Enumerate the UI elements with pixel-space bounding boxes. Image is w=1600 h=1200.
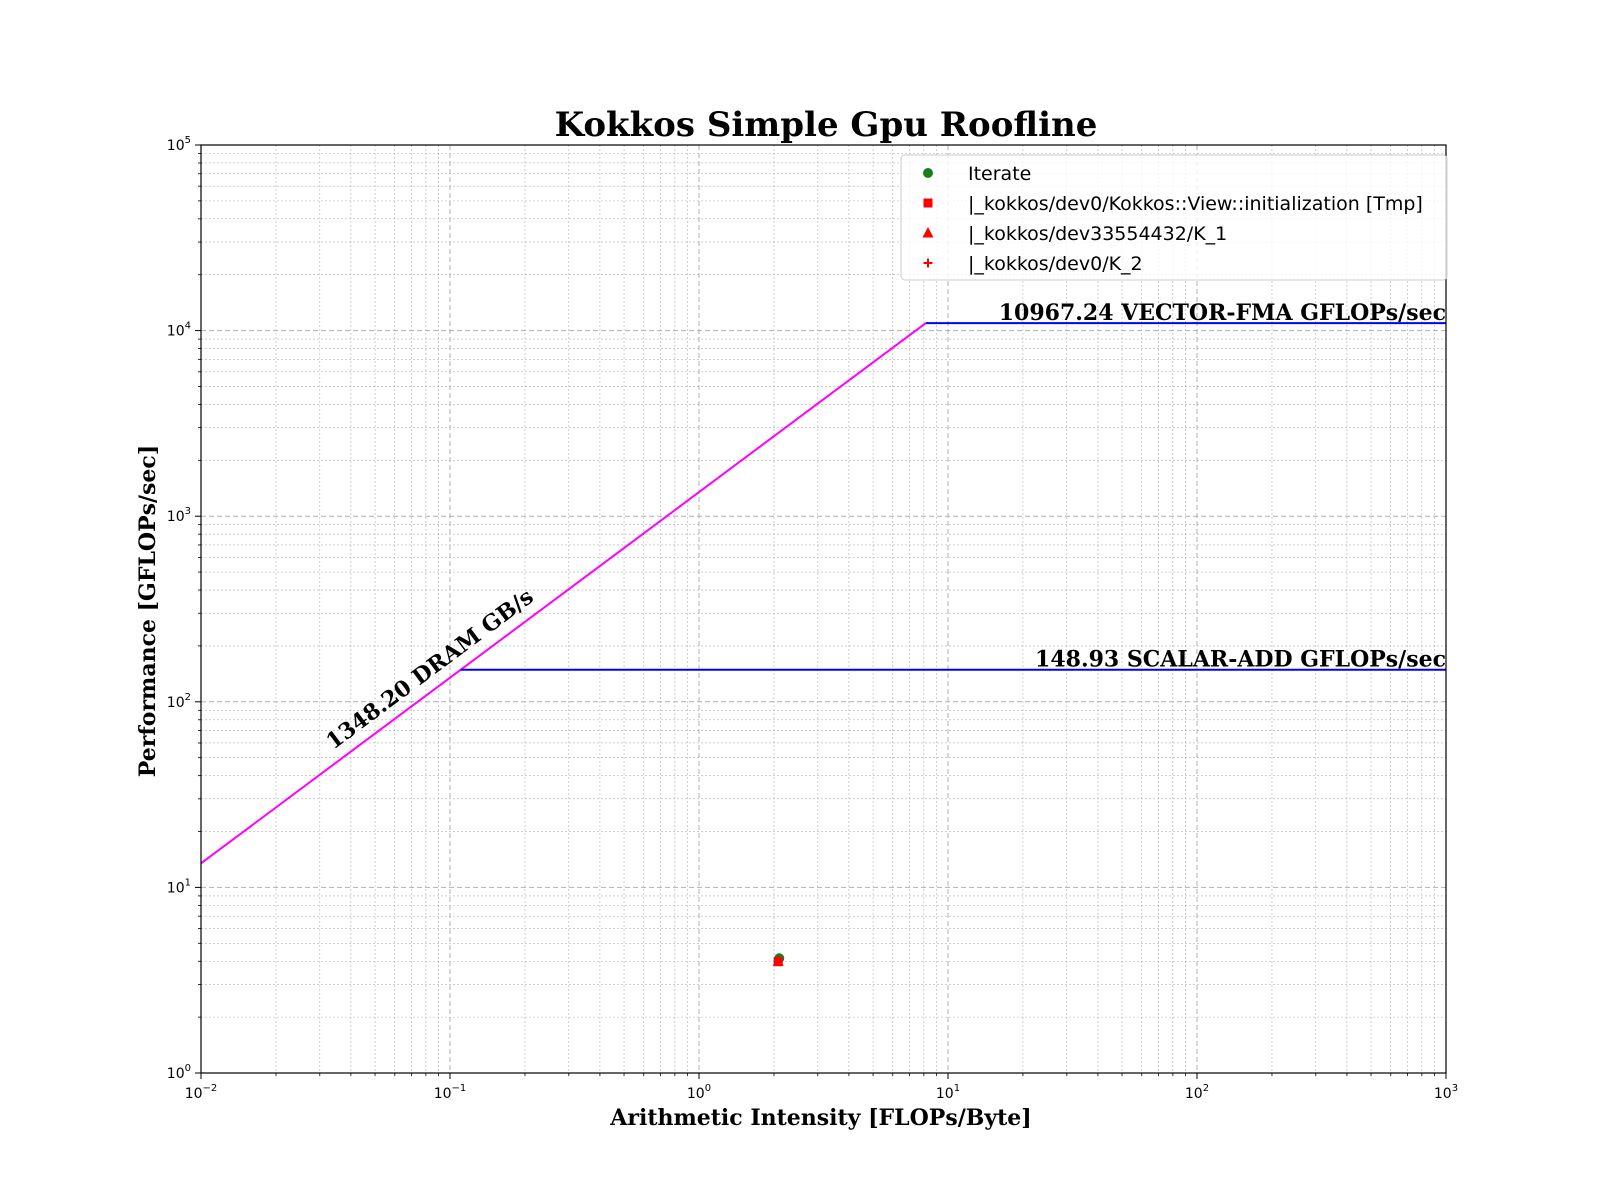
x-tick-exponent: 2	[1203, 1083, 1209, 1094]
y-tick-exponent: 5	[185, 135, 191, 146]
y-tick-exponent: 4	[185, 321, 191, 332]
legend-marker-circle	[923, 168, 933, 178]
data-points	[772, 953, 785, 967]
compute-ceiling-label: 10967.24 VECTOR-FMA GFLOPs/sec	[999, 300, 1446, 326]
legend-entry-label: Iterate	[968, 163, 1031, 185]
y-axis-label: Performance [GFLOPs/sec]	[135, 445, 161, 777]
legend-entry-label: |_kokkos/dev0/K_2	[968, 253, 1143, 275]
x-tick-exponent: 3	[1452, 1083, 1458, 1094]
x-tick-exponent: −2	[203, 1083, 218, 1094]
roofline-ceilings	[200, 322, 1446, 865]
chart-title: Kokkos Simple Gpu Roofline	[555, 105, 1098, 145]
legend-entry-label: |_kokkos/dev33554432/K_1	[968, 223, 1227, 245]
x-tick-exponent: 0	[705, 1083, 711, 1094]
data-point-plus	[773, 956, 783, 966]
y-tick-exponent: 3	[185, 506, 191, 517]
legend-marker-plus	[923, 258, 933, 268]
compute-ceiling-label: 148.93 SCALAR-ADD GFLOPs/sec	[1035, 647, 1446, 673]
legend: Iterate|_kokkos/dev0/Kokkos::View::initi…	[900, 154, 1448, 281]
dram-bandwidth-roof	[200, 322, 927, 865]
y-tick-exponent: 1	[185, 877, 191, 888]
y-tick-exponent: 0	[185, 1063, 191, 1074]
x-tick-exponent: −1	[452, 1083, 467, 1094]
x-tick-exponent: 1	[954, 1083, 960, 1094]
x-axis-label: Arithmetic Intensity [FLOPs/Byte]	[609, 1105, 1031, 1131]
legend-marker-square	[923, 198, 933, 208]
y-tick-exponent: 2	[185, 692, 191, 703]
legend-entry-label: |_kokkos/dev0/Kokkos::View::initializati…	[968, 193, 1423, 215]
legend-marker-triangle	[922, 227, 934, 238]
plot-frame	[200, 144, 1447, 1074]
legend-box	[900, 154, 1448, 281]
